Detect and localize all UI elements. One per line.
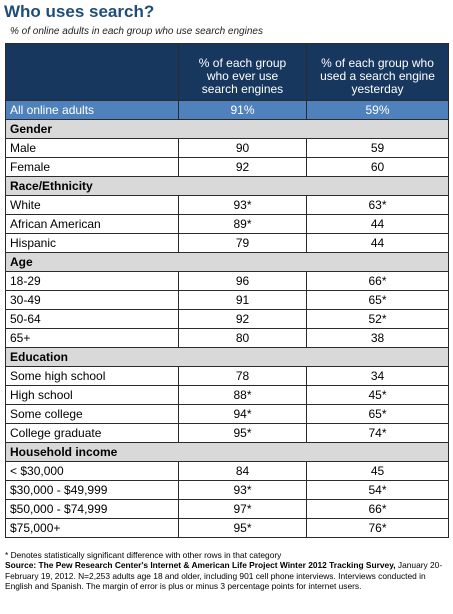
significance-note: * Denotes statistically significant diff… xyxy=(5,550,282,560)
ever-value: 90 xyxy=(178,138,307,158)
table-row: $30,000 - $49,999 93* 54* xyxy=(5,480,449,500)
table-row: 65+ 80 38 xyxy=(5,328,449,348)
ever-value: 89* xyxy=(178,214,307,234)
row-label: High school xyxy=(5,385,179,405)
row-label: 18-29 xyxy=(5,271,179,291)
table-row: Female 92 60 xyxy=(5,157,449,177)
yesterday-value: 60 xyxy=(306,157,449,177)
row-label: 30-49 xyxy=(5,290,179,310)
ever-value: 80 xyxy=(178,328,307,348)
table-row: Male 90 59 xyxy=(5,138,449,158)
yesterday-value: 76* xyxy=(306,518,449,538)
ever-value: 78 xyxy=(178,366,307,386)
yesterday-value: 54* xyxy=(306,480,449,500)
ever-value: 92 xyxy=(178,157,307,177)
footnotes: * Denotes statistically significant diff… xyxy=(5,550,450,591)
table-row: Some college 94* 65* xyxy=(5,404,449,424)
row-label: Some high school xyxy=(5,366,179,386)
total-ever-value: 91% xyxy=(178,100,307,120)
page-title: Who uses search? xyxy=(4,2,155,21)
section-title: Household income xyxy=(5,442,449,462)
row-label: $50,000 - $74,999 xyxy=(5,499,179,519)
table-row: Hispanic 79 44 xyxy=(5,233,449,253)
table-row: 30-49 91 65* xyxy=(5,290,449,310)
yesterday-value: 52* xyxy=(306,309,449,329)
yesterday-value: 66* xyxy=(306,271,449,291)
ever-value: 97* xyxy=(178,499,307,519)
section-title: Age xyxy=(5,252,449,272)
ever-value: 84 xyxy=(178,461,307,481)
yesterday-value: 65* xyxy=(306,290,449,310)
header-yesterday: % of each group who used a search engine… xyxy=(306,43,449,101)
ever-value: 96 xyxy=(178,271,307,291)
section-title: Gender xyxy=(5,119,449,139)
table-row: 18-29 96 66* xyxy=(5,271,449,291)
row-label: $75,000+ xyxy=(5,518,179,538)
yesterday-value: 45 xyxy=(306,461,449,481)
row-label: Male xyxy=(5,138,179,158)
header-blank-cell xyxy=(5,43,179,101)
ever-value: 93* xyxy=(178,480,307,500)
yesterday-value: 59 xyxy=(306,138,449,158)
table-row: Some high school 78 34 xyxy=(5,366,449,386)
total-yesterday-value: 59% xyxy=(306,100,449,120)
table-row: < $30,000 84 45 xyxy=(5,461,449,481)
ever-value: 94* xyxy=(178,404,307,424)
table-row: White 93* 63* xyxy=(5,195,449,215)
section-header-row: Education xyxy=(5,347,449,367)
total-row: All online adults 91% 59% xyxy=(5,100,449,120)
yesterday-value: 34 xyxy=(306,366,449,386)
row-label: 50-64 xyxy=(5,309,179,329)
section-header-row: Household income xyxy=(5,442,449,462)
total-label: All online adults xyxy=(5,100,179,120)
header-ever-use: % of each group who ever use search engi… xyxy=(178,43,307,101)
yesterday-value: 63* xyxy=(306,195,449,215)
yesterday-value: 74* xyxy=(306,423,449,443)
section-title: Race/Ethnicity xyxy=(5,176,449,196)
section-header-row: Gender xyxy=(5,119,449,139)
section-title: Education xyxy=(5,347,449,367)
table-row: High school 88* 45* xyxy=(5,385,449,405)
ever-value: 79 xyxy=(178,233,307,253)
table-header-row: % of each group who ever use search engi… xyxy=(5,43,449,101)
ever-value: 95* xyxy=(178,423,307,443)
row-label: < $30,000 xyxy=(5,461,179,481)
row-label: College graduate xyxy=(5,423,179,443)
table-row: $50,000 - $74,999 97* 66* xyxy=(5,499,449,519)
table-row: African American 89* 44 xyxy=(5,214,449,234)
row-label: Some college xyxy=(5,404,179,424)
yesterday-value: 44 xyxy=(306,233,449,253)
row-label: White xyxy=(5,195,179,215)
section-header-row: Age xyxy=(5,252,449,272)
source-note: Source: The Pew Research Center's Intern… xyxy=(5,560,443,591)
row-label: $30,000 - $49,999 xyxy=(5,480,179,500)
yesterday-value: 44 xyxy=(306,214,449,234)
ever-value: 91 xyxy=(178,290,307,310)
page-subtitle: % of online adults in each group who use… xyxy=(10,26,263,37)
search-usage-table: % of each group who ever use search engi… xyxy=(5,43,449,538)
row-label: 65+ xyxy=(5,328,179,348)
ever-value: 92 xyxy=(178,309,307,329)
ever-value: 93* xyxy=(178,195,307,215)
yesterday-value: 66* xyxy=(306,499,449,519)
section-header-row: Race/Ethnicity xyxy=(5,176,449,196)
ever-value: 95* xyxy=(178,518,307,538)
yesterday-value: 65* xyxy=(306,404,449,424)
table-row: 50-64 92 52* xyxy=(5,309,449,329)
ever-value: 88* xyxy=(178,385,307,405)
table-row: College graduate 95* 74* xyxy=(5,423,449,443)
yesterday-value: 38 xyxy=(306,328,449,348)
yesterday-value: 45* xyxy=(306,385,449,405)
row-label: Hispanic xyxy=(5,233,179,253)
row-label: Female xyxy=(5,157,179,177)
row-label: African American xyxy=(5,214,179,234)
table-row: $75,000+ 95* 76* xyxy=(5,518,449,538)
